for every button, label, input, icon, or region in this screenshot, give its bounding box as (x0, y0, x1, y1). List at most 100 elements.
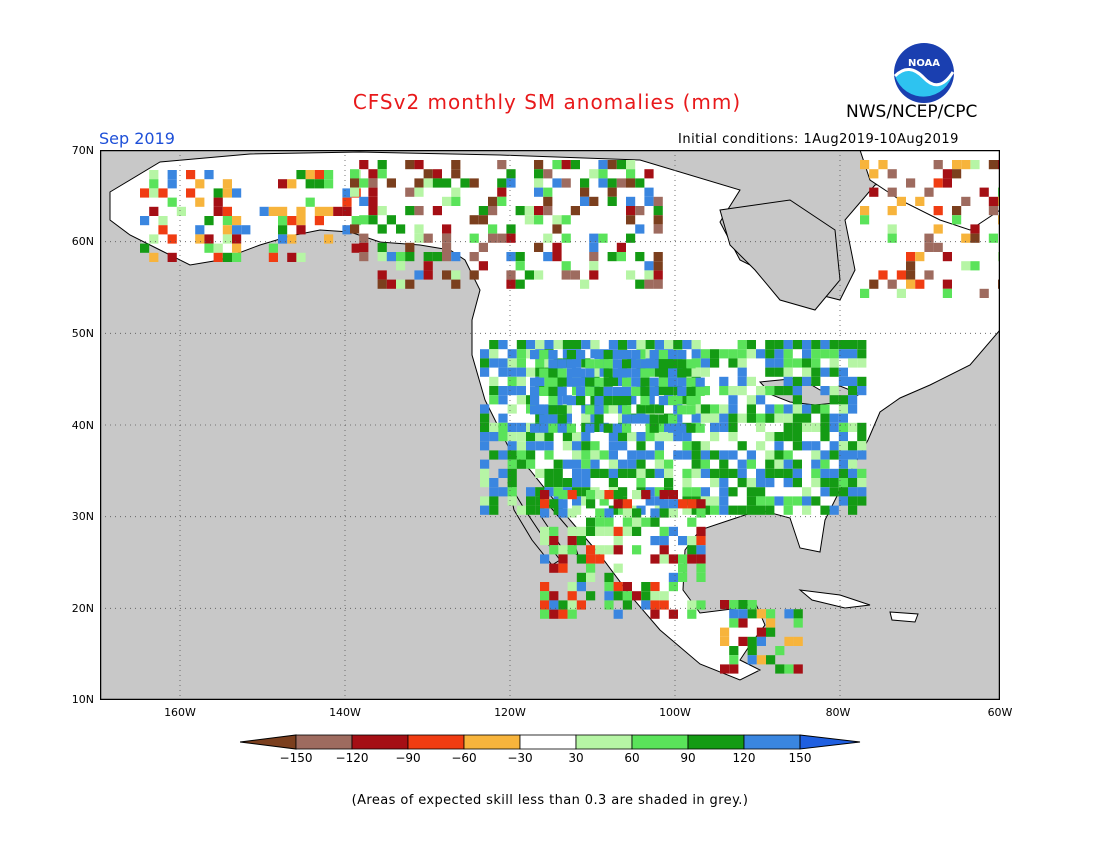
anomaly-cell (535, 487, 545, 497)
anomaly-cell (792, 358, 802, 368)
anomaly-cell (149, 179, 159, 189)
anomaly-cell (158, 225, 168, 235)
anomaly-cell (636, 450, 646, 460)
anomaly-cell (695, 386, 705, 396)
anomaly-cell (848, 459, 858, 469)
anomaly-cell (746, 478, 756, 488)
anomaly-cell (640, 414, 650, 424)
anomaly-cell (540, 526, 550, 536)
anomaly-cell (526, 340, 536, 350)
anomaly-cell (489, 386, 499, 396)
anomaly-cell (783, 413, 793, 423)
anomaly-cell (553, 395, 563, 405)
anomaly-cell (645, 468, 655, 478)
anomaly-cell (766, 627, 776, 637)
anomaly-cell (654, 459, 664, 469)
anomaly-cell (654, 404, 664, 414)
anomaly-cell (324, 179, 334, 189)
lon-label: 60W (987, 706, 1013, 719)
anomaly-cell (640, 386, 650, 396)
anomaly-cell (562, 478, 572, 488)
anomaly-cell (988, 206, 998, 216)
anomaly-cell (562, 413, 572, 423)
anomaly-cell (489, 422, 499, 432)
lon-label: 100W (659, 706, 691, 719)
anomaly-cell (599, 450, 609, 460)
anomaly-cell (729, 600, 739, 610)
anomaly-cell (802, 413, 812, 423)
anomaly-cell (720, 664, 730, 674)
anomaly-cell (580, 279, 590, 289)
lat-label: 60N (71, 235, 94, 248)
anomaly-cell (278, 234, 288, 244)
anomaly-cell (498, 367, 508, 377)
anomaly-cell (572, 450, 582, 460)
anomaly-cell (668, 526, 678, 536)
anomaly-cell (589, 252, 599, 262)
anomaly-cell (673, 340, 683, 350)
anomaly-cell (811, 349, 821, 359)
anomaly-cell (961, 196, 971, 206)
anomaly-cell (566, 423, 576, 433)
anomaly-cell (507, 432, 517, 442)
anomaly-cell (405, 160, 415, 170)
anomaly-cell (775, 664, 785, 674)
anomaly-cell (848, 386, 858, 396)
anomaly-cell (644, 187, 654, 197)
anomaly-cell (507, 367, 517, 377)
colorbar (240, 734, 861, 750)
anomaly-cell (314, 216, 324, 226)
anomaly-cell (405, 279, 415, 289)
anomaly-cell (756, 422, 766, 432)
lat-label: 20N (71, 602, 94, 615)
anomaly-cell (498, 487, 508, 497)
anomaly-cell (549, 563, 559, 573)
anomaly-cell (140, 216, 150, 226)
anomaly-cell (603, 359, 613, 369)
anomaly-cell (314, 170, 324, 180)
anomaly-cell (488, 196, 498, 206)
anomaly-cell (653, 270, 663, 280)
anomaly-cell (746, 349, 756, 359)
anomaly-cell (640, 359, 650, 369)
anomaly-cell (368, 178, 378, 188)
anomaly-cell (645, 404, 655, 414)
anomaly-cell (581, 450, 591, 460)
anomaly-cell (480, 459, 490, 469)
anomaly-cell (848, 376, 858, 386)
anomaly-cell (594, 396, 604, 406)
anomaly-cell (650, 508, 660, 518)
anomaly-cell (480, 404, 490, 414)
anomaly-cell (820, 340, 830, 350)
anomaly-cell (590, 450, 600, 460)
anomaly-cell (829, 340, 839, 350)
anomaly-cell (765, 450, 775, 460)
anomaly-cell (613, 591, 623, 601)
anomaly-cell (622, 499, 632, 509)
anomaly-cell (622, 423, 632, 433)
anomaly-cell (567, 536, 577, 546)
anomaly-cell (489, 450, 499, 460)
anomaly-cell (386, 178, 396, 188)
anomaly-cell (622, 350, 632, 360)
anomaly-cell (765, 413, 775, 423)
anomaly-cell (783, 496, 793, 506)
anomaly-cell (613, 563, 623, 573)
anomaly-cell (515, 261, 525, 271)
anomaly-cell (622, 526, 632, 536)
anomaly-cell (719, 349, 729, 359)
anomaly-cell (585, 368, 595, 378)
anomaly-cell (673, 395, 683, 405)
anomaly-cell (561, 261, 571, 271)
anomaly-cell (664, 386, 674, 396)
anomaly-cell (608, 478, 618, 488)
anomaly-cell (540, 508, 550, 518)
anomaly-cell (540, 609, 550, 619)
anomaly-cell (548, 386, 558, 396)
lat-label: 70N (71, 144, 94, 157)
anomaly-cell (195, 225, 205, 235)
anomaly-cell (686, 396, 696, 406)
anomaly-cell (728, 413, 738, 423)
anomaly-cell (700, 441, 710, 451)
anomaly-cell (622, 591, 632, 601)
